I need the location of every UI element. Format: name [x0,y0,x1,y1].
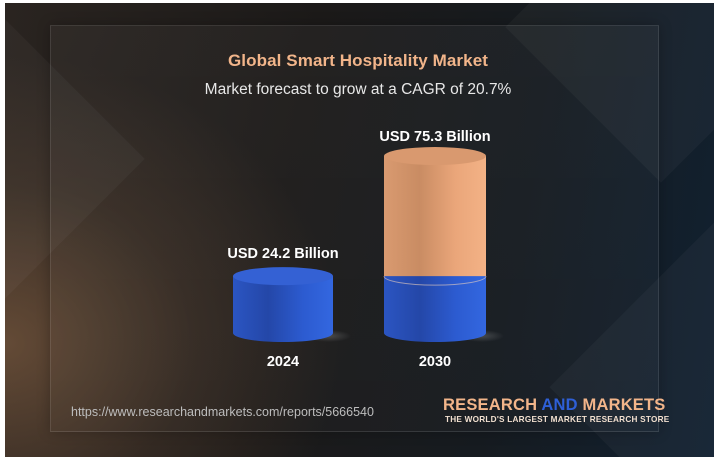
background-frame [5,3,714,457]
bar-2024-top [233,267,333,286]
chart-title: Global Smart Hospitality Market [227,51,489,70]
data-label-2030: USD 75.3 Billion [379,129,490,145]
brand-text-markets: MARKETS [577,396,666,414]
bar-2030-base [384,276,486,342]
x-tick-label-2030: 2030 [419,354,451,370]
brand-text-and: AND [541,396,578,414]
source-url[interactable]: https://www.researchandmarkets.com/repor… [71,405,374,419]
data-label-2024: USD 24.2 Billion [227,246,338,262]
bar-2030-boundary [383,275,487,286]
chart-subtitle: Market forecast to grow at a CAGR of 20.… [204,81,512,98]
brand-tagline: THE WORLD'S LARGEST MARKET RESEARCH STOR… [445,415,670,424]
x-tick-label-2024: 2024 [267,354,299,370]
bar-2024 [233,276,333,342]
brand-text-research: RESEARCH [443,396,542,414]
bar-2030-growth-top [384,147,486,166]
bar-2030-growth [384,156,486,286]
brand-logo: RESEARCH AND MARKETS [443,396,666,415]
chart-card [50,25,659,432]
